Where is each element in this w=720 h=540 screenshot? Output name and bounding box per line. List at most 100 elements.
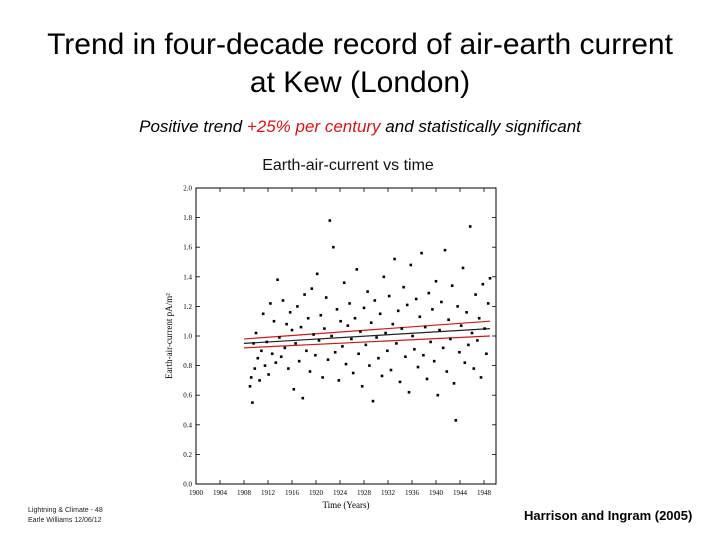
data-point (301, 396, 305, 400)
data-point (355, 268, 359, 271)
slide-subtitle: Positive trend +25% per century and stat… (0, 117, 720, 137)
subtitle-post: and statistically significant (380, 117, 581, 136)
data-point (416, 365, 420, 369)
x-tick-label: 1944 (453, 489, 468, 497)
data-point (467, 343, 470, 347)
data-point (288, 311, 292, 314)
data-point (375, 336, 378, 339)
data-point (420, 251, 423, 255)
data-point (312, 333, 315, 336)
data-point (413, 348, 416, 351)
x-tick-label: 1908 (237, 489, 252, 497)
x-tick-label: 1932 (381, 489, 396, 497)
data-point (458, 350, 461, 354)
data-point (353, 316, 357, 320)
data-point (337, 379, 341, 382)
data-point (278, 336, 281, 339)
data-point (422, 353, 425, 357)
data-point (386, 349, 389, 353)
data-point (486, 302, 490, 305)
data-point (344, 362, 348, 366)
data-point (450, 284, 454, 287)
data-point (440, 300, 443, 304)
data-point (377, 356, 380, 360)
slide-title: Trend in four-decade record of air-earth… (20, 26, 700, 102)
y-tick-label: 0.8 (183, 362, 192, 370)
data-point (481, 282, 485, 286)
data-point (391, 322, 395, 326)
data-point (398, 380, 402, 384)
data-point (270, 352, 274, 356)
footer-line2: Earle Williams 12/06/12 (28, 517, 102, 524)
y-axis-label: Earth-air-current pA/m² (164, 293, 174, 379)
data-point (342, 281, 346, 285)
data-point (265, 340, 269, 344)
data-point (253, 367, 257, 370)
data-point (431, 308, 434, 311)
x-axis: 1900 1904 1908 1912 1916 1920 1924 1928 1932 1936… (189, 188, 492, 497)
data-point (414, 297, 418, 301)
data-point (429, 340, 432, 344)
data-point (294, 342, 297, 345)
y-axis: 0.0 0.2 0.4 0.6 0.8 1.0 1.2 1.4 1.6 1.8 2.0 (183, 185, 496, 489)
x-tick-label: 1900 (189, 489, 204, 497)
data-point (389, 368, 393, 372)
data-point (287, 367, 290, 370)
y-tick-label: 1.0 (183, 333, 192, 341)
data-point (258, 379, 261, 382)
data-point (269, 302, 272, 305)
data-point (279, 355, 283, 359)
data-point (402, 285, 405, 289)
data-point (348, 302, 351, 305)
data-point (256, 356, 260, 360)
data-point (378, 312, 382, 316)
y-tick-label: 1.2 (183, 303, 192, 311)
data-point (249, 376, 253, 379)
data-point (281, 299, 285, 302)
data-point (465, 311, 468, 314)
data-point (483, 327, 486, 330)
data-point (393, 257, 396, 261)
data-point (263, 364, 267, 367)
data-point (411, 334, 414, 338)
data-point (299, 325, 303, 329)
data-point (400, 327, 404, 330)
data-point (359, 330, 362, 333)
data-point (371, 399, 375, 403)
data-point (315, 272, 319, 276)
data-point (306, 316, 310, 320)
data-point (476, 339, 479, 342)
x-tick-label: 1920 (309, 489, 324, 497)
data-point (333, 350, 337, 354)
data-point (456, 305, 459, 308)
data-point (368, 364, 371, 367)
data-point (387, 294, 391, 298)
data-point (290, 328, 294, 332)
data-point (364, 343, 368, 347)
y-tick-label: 0.4 (183, 421, 192, 429)
data-point (407, 390, 411, 394)
data-point (438, 328, 441, 332)
data-point (339, 319, 342, 323)
data-point (317, 339, 321, 342)
data-point (418, 315, 422, 319)
data-point (479, 376, 483, 379)
data-point (463, 361, 467, 364)
data-point (251, 401, 254, 404)
data-point (308, 370, 312, 373)
data-point (447, 318, 450, 322)
data-point (470, 331, 474, 335)
x-tick-label: 1916 (285, 489, 300, 497)
y-tick-label: 1.4 (183, 273, 192, 281)
data-point (323, 327, 326, 330)
data-point (248, 385, 252, 388)
data-point (267, 373, 270, 376)
x-tick-label: 1904 (213, 489, 228, 497)
data-point (303, 293, 306, 296)
data-point (454, 419, 458, 422)
data-point (285, 322, 288, 326)
data-point (404, 355, 407, 359)
data-point (346, 324, 350, 327)
y-tick-label: 0.0 (183, 481, 192, 489)
